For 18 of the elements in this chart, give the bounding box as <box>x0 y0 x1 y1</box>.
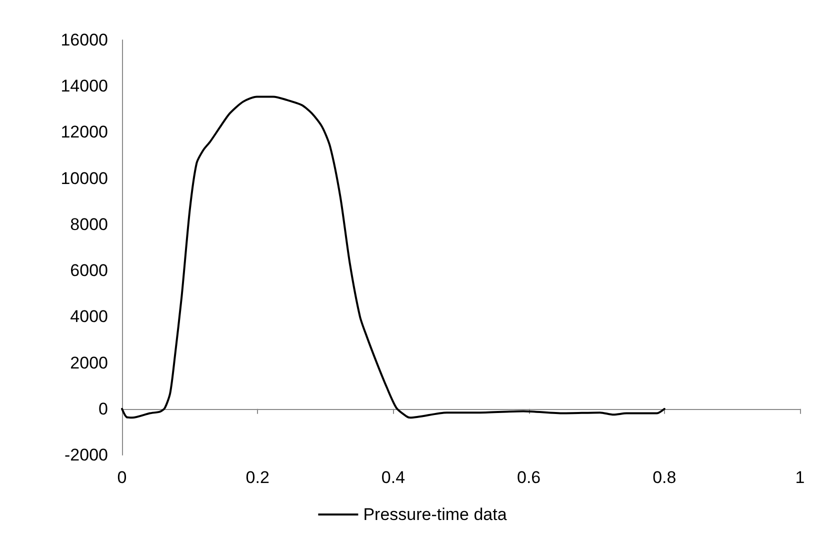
legend-label: Pressure-time data <box>363 505 508 524</box>
y-tick-label: 12000 <box>60 122 108 142</box>
y-tick-label: 0 <box>98 399 108 418</box>
y-tick-label: 10000 <box>60 168 108 188</box>
y-tick-label: 2000 <box>70 353 108 372</box>
x-tick-label: 0.6 <box>516 468 541 487</box>
x-tick-label: 0.8 <box>652 468 676 487</box>
y-tick-label: 8000 <box>70 214 108 234</box>
y-tick-label: 14000 <box>60 76 108 96</box>
line-series <box>121 96 666 419</box>
x-tick-label: 0.4 <box>381 468 406 487</box>
x-tick-label: 0.2 <box>246 468 270 487</box>
y-tick-label: 16000 <box>60 30 108 50</box>
y-tick-label: -2000 <box>64 446 108 464</box>
x-tick-label: 0 <box>117 468 127 487</box>
x-tick-label: 1 <box>795 468 805 487</box>
y-tick-label: 6000 <box>70 261 108 280</box>
y-tick-label: 4000 <box>70 307 108 326</box>
